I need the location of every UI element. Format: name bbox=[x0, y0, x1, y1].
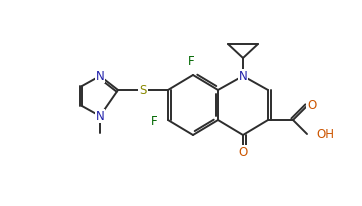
Text: O: O bbox=[238, 145, 248, 158]
Text: N: N bbox=[96, 110, 104, 123]
Text: N: N bbox=[239, 69, 247, 82]
Text: F: F bbox=[151, 115, 157, 128]
Text: OH: OH bbox=[316, 129, 334, 142]
Text: F: F bbox=[188, 55, 194, 68]
Text: S: S bbox=[139, 83, 147, 96]
Text: O: O bbox=[307, 98, 317, 111]
Text: N: N bbox=[96, 69, 104, 82]
